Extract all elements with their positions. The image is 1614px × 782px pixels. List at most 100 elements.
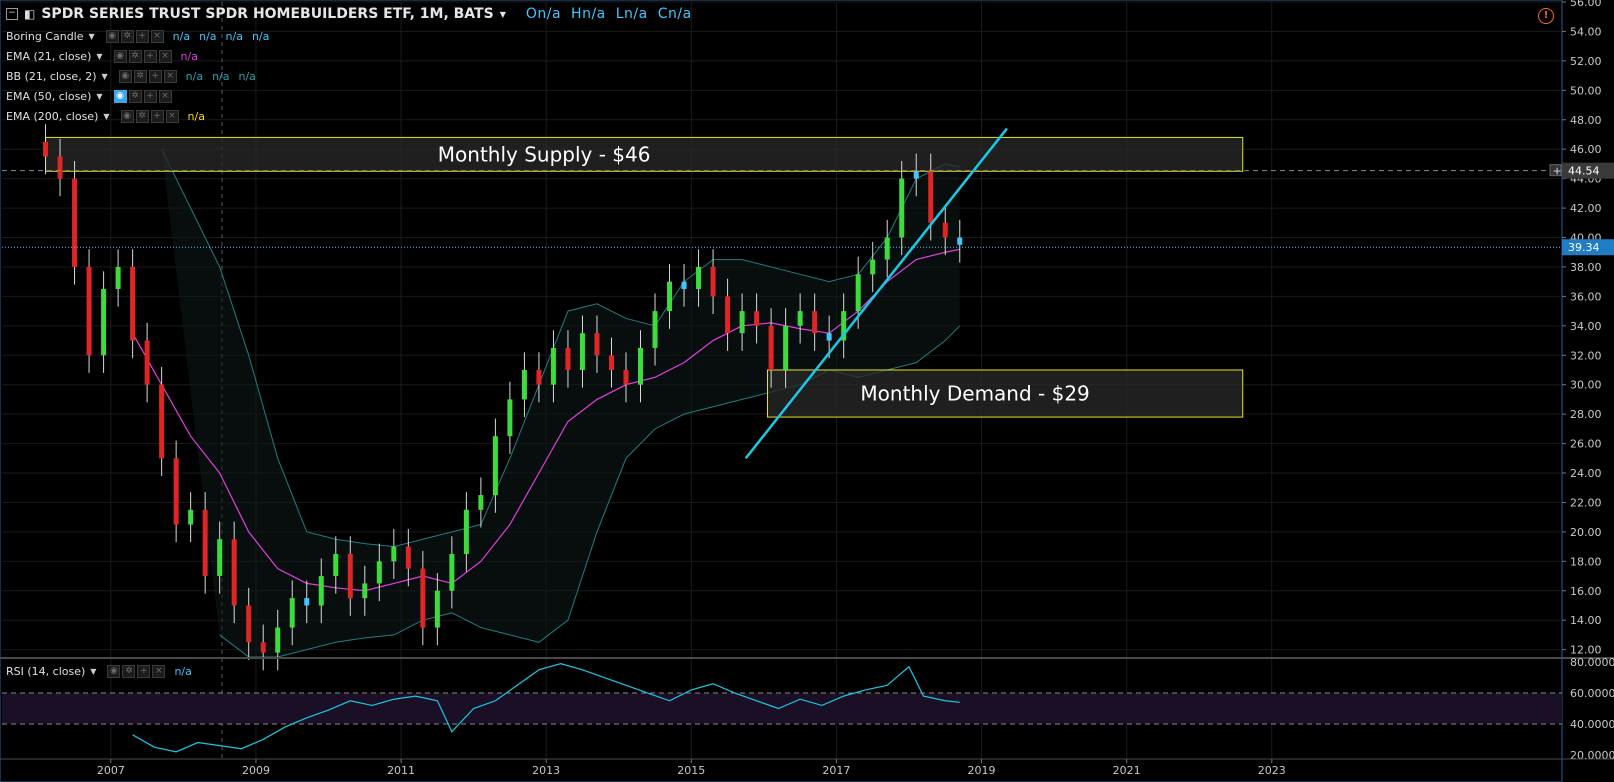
close-icon[interactable]: × bbox=[158, 90, 172, 103]
candle-body bbox=[507, 399, 513, 437]
gear-icon[interactable]: ✲ bbox=[135, 110, 149, 123]
time-tick-label: 2023 bbox=[1258, 764, 1286, 777]
indicator-legend-1[interactable]: EMA (21, close) ▼ ◉ ✲ + × n/a bbox=[6, 50, 198, 63]
candle-body bbox=[275, 627, 281, 653]
rsi-line bbox=[132, 663, 960, 753]
indicator-controls: ◉ ✲ + × bbox=[120, 110, 179, 123]
gear-icon[interactable]: ✲ bbox=[133, 70, 147, 83]
candle-body bbox=[638, 347, 644, 385]
indicator-legend-3[interactable]: EMA (50, close) ▼ ◉ ✲ + × bbox=[6, 90, 172, 103]
gear-icon[interactable]: ✲ bbox=[128, 90, 142, 103]
rsi-label[interactable]: RSI (14, close) bbox=[6, 665, 86, 678]
chevron-down-icon[interactable]: ▼ bbox=[96, 92, 103, 101]
price-tick-label: 16.00 bbox=[1570, 585, 1602, 598]
symbol-title[interactable]: SPDR SERIES TRUST SPDR HOMEBUILDERS ETF,… bbox=[41, 6, 494, 22]
demand-zone bbox=[766, 369, 1244, 418]
close-icon[interactable]: × bbox=[163, 70, 177, 83]
time-tick-label: 2013 bbox=[532, 764, 560, 777]
chevron-down-icon[interactable]: ▼ bbox=[96, 52, 103, 61]
indicator-label[interactable]: EMA (21, close) bbox=[6, 50, 92, 63]
warning-icon[interactable]: ! bbox=[1538, 8, 1554, 24]
time-tick-label: 2011 bbox=[387, 764, 415, 777]
indicator-value: n/a bbox=[251, 30, 270, 43]
close-icon[interactable]: × bbox=[150, 30, 164, 43]
close-icon[interactable]: × bbox=[158, 50, 172, 63]
indicator-value: n/a bbox=[199, 30, 217, 43]
collapse-icon[interactable]: − bbox=[6, 8, 18, 20]
chevron-down-icon[interactable]: ▼ bbox=[499, 9, 506, 19]
candle-body bbox=[260, 642, 266, 653]
eye-icon[interactable]: ◉ bbox=[107, 665, 121, 678]
price-tick-label: 32.00 bbox=[1570, 349, 1602, 362]
time-tick-label: 2021 bbox=[1113, 764, 1141, 777]
indicator-label[interactable]: BB (21, close, 2) bbox=[6, 70, 97, 83]
plus-icon[interactable]: + bbox=[137, 665, 151, 678]
plus-icon[interactable]: + bbox=[143, 90, 157, 103]
chevron-down-icon[interactable]: ▼ bbox=[103, 112, 110, 121]
candle-body bbox=[899, 178, 905, 238]
price-tick-label: 24.00 bbox=[1570, 467, 1602, 480]
level-price-badge bbox=[1562, 162, 1614, 179]
candle-body bbox=[754, 311, 760, 326]
candle-body bbox=[333, 553, 339, 577]
indicator-legend-2[interactable]: BB (21, close, 2) ▼ ◉ ✲ + × n/a n/a n/a bbox=[6, 70, 256, 83]
indicator-legend-0[interactable]: Boring Candle ▼ ◉ ✲ + × n/a n/a n/a n/a bbox=[6, 30, 269, 43]
candle-body bbox=[405, 546, 411, 569]
candle-body bbox=[536, 369, 542, 385]
candle-body bbox=[217, 539, 223, 577]
current-price-badge bbox=[1562, 239, 1614, 256]
indicator-label[interactable]: EMA (50, close) bbox=[6, 90, 92, 103]
indicator-value: n/a bbox=[180, 50, 198, 63]
rsi-band bbox=[2, 693, 1562, 724]
supply-zone bbox=[45, 136, 1244, 172]
price-tick-label: 38.00 bbox=[1570, 261, 1602, 274]
indicator-controls: ◉ ✲ + × bbox=[118, 70, 177, 83]
candle-body bbox=[449, 553, 455, 591]
plus-icon[interactable]: + bbox=[148, 70, 162, 83]
candle-body bbox=[696, 266, 702, 290]
plus-icon[interactable]: + bbox=[1553, 165, 1562, 178]
chevron-down-icon[interactable]: ▼ bbox=[101, 72, 108, 81]
close-icon[interactable]: × bbox=[152, 665, 166, 678]
gear-icon[interactable]: ✲ bbox=[122, 665, 136, 678]
indicator-label[interactable]: EMA (200, close) bbox=[6, 110, 99, 123]
indicator-label[interactable]: Boring Candle bbox=[6, 30, 84, 43]
rsi-tick-label: 80.0000 bbox=[1570, 656, 1614, 669]
rsi-legend[interactable]: RSI (14, close) ▼ ◉ ✲ + × n/a bbox=[6, 665, 192, 678]
gear-icon[interactable]: ✲ bbox=[128, 50, 142, 63]
plus-icon[interactable]: + bbox=[150, 110, 164, 123]
candle-body bbox=[492, 436, 498, 496]
price-tick-label: 18.00 bbox=[1570, 555, 1602, 568]
candle-body bbox=[812, 311, 818, 334]
close-icon[interactable]: × bbox=[165, 110, 179, 123]
add-level-button[interactable] bbox=[1549, 164, 1562, 177]
candle-body bbox=[173, 458, 179, 525]
price-tick-label: 36.00 bbox=[1570, 290, 1602, 303]
eye-icon[interactable]: ◉ bbox=[120, 110, 134, 123]
candle-body bbox=[783, 325, 789, 370]
plot-border bbox=[0, 0, 1563, 782]
eye-icon[interactable]: ◉ bbox=[105, 30, 119, 43]
plus-icon[interactable]: + bbox=[135, 30, 149, 43]
price-tick-label: 14.00 bbox=[1570, 614, 1602, 627]
price-tick-label: 30.00 bbox=[1570, 379, 1602, 392]
time-tick-label: 2017 bbox=[822, 764, 850, 777]
eye-icon[interactable]: ◉ bbox=[118, 70, 132, 83]
candle-body bbox=[521, 369, 527, 400]
eye-icon[interactable]: ◉ bbox=[113, 90, 127, 103]
candle-body bbox=[289, 598, 295, 628]
gear-icon[interactable]: ✲ bbox=[120, 30, 134, 43]
chevron-down-icon[interactable]: ▼ bbox=[88, 32, 95, 41]
candle-body bbox=[434, 590, 440, 628]
indicator-legend-4[interactable]: EMA (200, close) ▼ ◉ ✲ + × n/a bbox=[6, 110, 205, 123]
candle-body bbox=[304, 598, 310, 606]
indicator-value: n/a bbox=[185, 70, 204, 83]
candle-body bbox=[957, 237, 963, 245]
ema21-line bbox=[132, 248, 960, 592]
eye-icon[interactable]: ◉ bbox=[113, 50, 127, 63]
ohlc-open: On/a bbox=[525, 6, 562, 22]
candle-body bbox=[86, 266, 92, 356]
plus-icon[interactable]: + bbox=[143, 50, 157, 63]
chevron-down-icon[interactable]: ▼ bbox=[90, 667, 97, 676]
